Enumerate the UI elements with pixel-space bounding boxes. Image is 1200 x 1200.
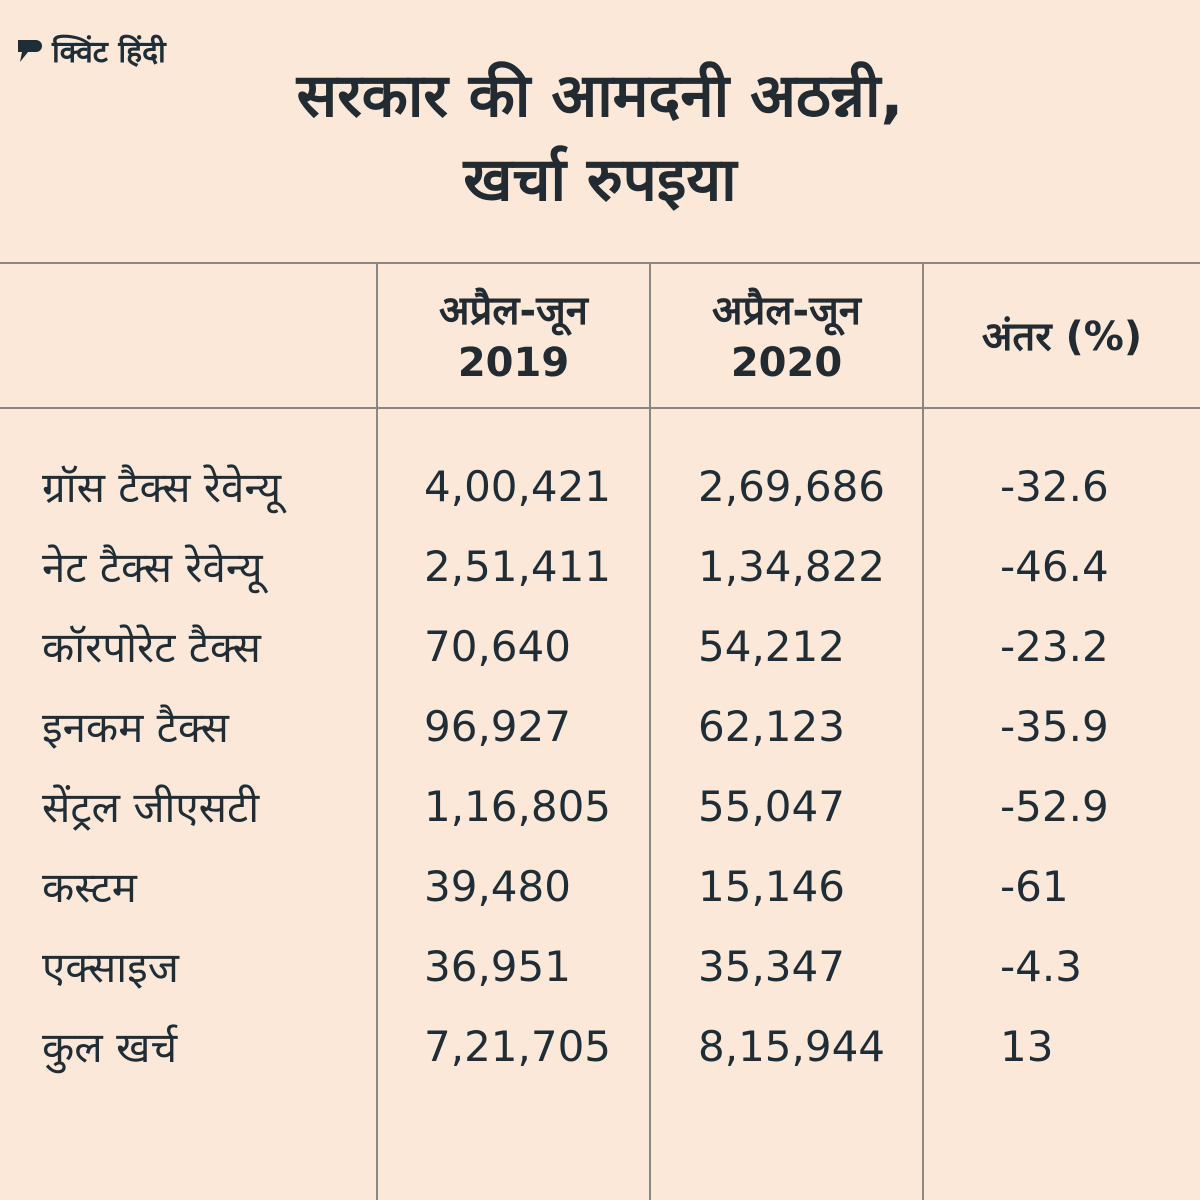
value-difference: -52.9 [1000,781,1109,831]
table-row: एक्साइज 36,951 35,347 -4.3 [0,926,1200,1006]
value-2019: 36,951 [424,941,571,991]
column-header-period: अप्रैल-जून [712,288,861,334]
value-2020: 15,146 [698,861,845,911]
column-header-difference: अंतर (%) [924,282,1200,392]
row-label: कॉरपोरेट टैक्स [42,622,261,672]
value-difference: -23.2 [1000,621,1109,671]
row-label: कुल खर्च [42,1022,178,1072]
value-2020: 35,347 [698,941,845,991]
value-2019: 39,480 [424,861,571,911]
row-label: ग्रॉस टैक्स रेवेन्यू [42,462,282,512]
row-label: कस्टम [42,862,137,912]
brand-name: क्विंट हिंदी [52,35,166,70]
column-header-2019: अप्रैल-जून 2019 [378,282,649,392]
value-2019: 7,21,705 [424,1021,612,1071]
row-label: नेट टैक्स रेवेन्यू [42,542,263,592]
value-2020: 8,15,944 [698,1021,886,1071]
column-divider [922,262,924,1200]
table-row: नेट टैक्स रेवेन्यू 2,51,411 1,34,822 -46… [0,526,1200,606]
value-difference: -61 [1000,861,1069,911]
column-header-2020: अप्रैल-जून 2020 [651,282,922,392]
value-2020: 2,69,686 [698,461,886,511]
value-2019: 96,927 [424,701,571,751]
value-2020: 1,34,822 [698,541,886,591]
value-difference: -46.4 [1000,541,1109,591]
brand-logo: क्विंट हिंदी [14,30,166,71]
column-header-year: 2019 [457,340,570,386]
value-2020: 54,212 [698,621,845,671]
value-2020: 55,047 [698,781,845,831]
table-row: इनकम टैक्स 96,927 62,123 -35.9 [0,686,1200,766]
title-line-2: खर्चा रुपइया [463,145,737,215]
value-2019: 4,00,421 [424,461,612,511]
value-difference: -4.3 [1000,941,1082,991]
column-header-year: 2020 [730,340,843,386]
column-header-difference-label: अंतर (%) [981,314,1143,360]
page-title: सरकार की आमदनी अठन्नी, खर्चा रुपइया [0,54,1200,222]
table-row: ग्रॉस टैक्स रेवेन्यू 4,00,421 2,69,686 -… [0,446,1200,526]
value-2020: 62,123 [698,701,845,751]
table-row: कस्टम 39,480 15,146 -61 [0,846,1200,926]
column-header-period: अप्रैल-जून [439,288,588,334]
column-divider [649,262,651,1200]
row-label: सेंट्रल जीएसटी [42,782,260,832]
row-label: एक्साइज [42,942,179,992]
column-divider [376,262,378,1200]
title-line-1: सरकार की आमदनी अठन्नी, [296,61,904,131]
header-row-divider [0,407,1200,409]
row-label: इनकम टैक्स [42,702,229,752]
table-row: कॉरपोरेट टैक्स 70,640 54,212 -23.2 [0,606,1200,686]
value-2019: 1,16,805 [424,781,612,831]
value-difference: 13 [1000,1021,1054,1071]
value-difference: -35.9 [1000,701,1109,751]
header: क्विंट हिंदी सरकार की आमदनी अठन्नी, खर्च… [0,0,1200,264]
quint-logo-icon [18,39,42,62]
table-row: सेंट्रल जीएसटी 1,16,805 55,047 -52.9 [0,766,1200,846]
value-difference: -32.6 [1000,461,1109,511]
value-2019: 2,51,411 [424,541,612,591]
table-row: कुल खर्च 7,21,705 8,15,944 13 [0,1006,1200,1086]
value-2019: 70,640 [424,621,571,671]
